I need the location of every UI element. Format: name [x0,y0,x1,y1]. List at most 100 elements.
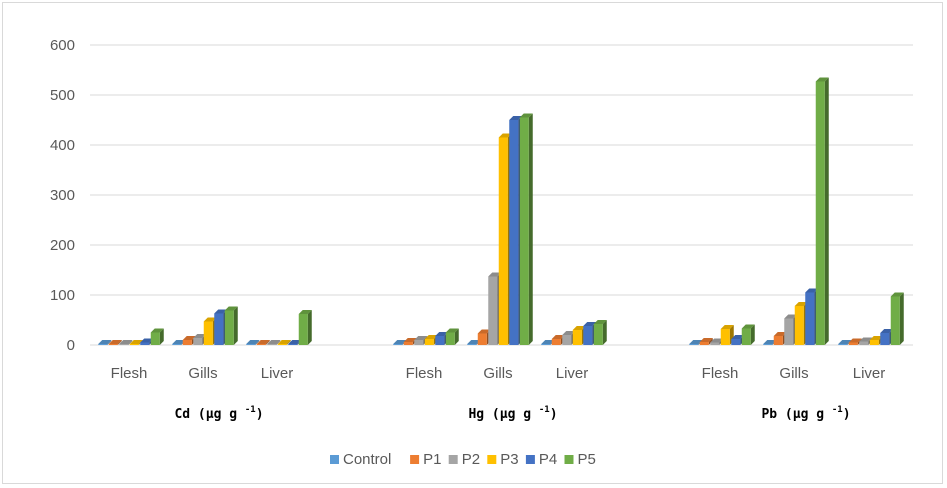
bar-top [541,340,555,344]
bar [108,344,118,345]
bar-side [307,310,312,345]
bar-top [445,328,459,333]
bar [119,344,129,345]
bar-side [824,77,829,345]
bar-top [710,338,724,343]
bar [794,306,804,345]
bar-top [488,272,502,277]
bar-top [214,309,228,314]
bar [256,344,266,345]
bar [172,344,182,345]
bar-top [98,340,112,344]
x-category-label: Flesh [702,365,739,382]
bar-top [562,331,576,335]
bar [848,342,858,345]
bar [129,344,139,345]
bar [699,342,709,345]
bar-side [117,340,122,345]
group-label: Cd (µg g -1) [174,405,263,422]
x-category-label: Liver [853,365,886,382]
bar-top [784,314,798,319]
bar-top [277,340,291,344]
bar-top [572,326,586,330]
bar-top [689,340,703,344]
legend-swatch [448,455,458,464]
bar [467,344,477,345]
bar-top [890,292,904,297]
bar [838,344,848,345]
bars [98,77,904,345]
x-category-label: Gills [188,365,217,382]
bar [784,318,794,345]
bar [150,332,160,345]
bar-side [528,113,533,345]
bar [224,310,234,345]
bar [880,333,890,345]
bar-top [224,306,238,311]
bar-top [838,340,852,344]
bar [414,340,424,345]
bar [805,292,815,345]
legend-label: Control [343,451,391,468]
y-tick-label: 100 [50,287,75,304]
bar [509,120,519,345]
x-category-label: Liver [556,365,589,382]
bar-side [708,338,713,345]
bar-top [108,340,122,344]
bar-top [731,335,745,339]
bar [288,344,298,345]
bar-top [424,335,438,339]
bar-top [519,113,533,118]
bar-top [815,77,829,82]
bar [214,313,224,345]
bar-top [119,340,133,344]
y-tick-label: 0 [67,337,75,354]
legend-swatch [525,455,535,464]
bar [773,336,783,345]
bar [562,335,572,345]
legend-label: P1 [423,451,441,468]
bar-top [288,340,302,344]
bar-top [414,336,428,340]
bar-top [859,337,873,342]
bar-top [193,334,207,338]
x-category-label: Gills [779,365,808,382]
bar-top [551,335,565,339]
bar-top [763,340,777,344]
bar-top [741,324,755,329]
bar [710,342,720,345]
bar [182,340,192,345]
legend-swatch [564,455,574,464]
bar [477,333,487,345]
bar [720,329,730,345]
bar [551,339,561,345]
bar-side [899,292,904,345]
bar-top [509,116,523,120]
bar [203,321,213,345]
bar-side [233,306,238,345]
x-category-label: Gills [483,365,512,382]
bar-top [129,340,143,344]
y-tick-label: 600 [50,37,75,54]
bar [741,328,751,345]
bar-top [435,332,449,336]
bar-top [403,338,417,342]
bar-side [107,340,112,345]
bar [98,344,108,345]
bar-top [298,310,312,314]
bar-side [128,340,133,345]
x-category-label: Flesh [406,365,443,382]
bar [869,340,879,345]
group-label: Pb (µg g -1) [761,405,850,422]
bar-top [720,325,734,329]
bar-side [602,320,607,345]
bar-top [203,317,217,322]
bar-side [286,340,291,345]
y-tick-label: 400 [50,137,75,154]
bar-top [848,338,862,343]
bar-top [172,340,186,344]
group-label: Hg (µg g -1) [468,405,557,422]
x-category-labels: Flesh Gills Liver Flesh Gills Liver Flesh Gills… [111,365,886,382]
bar [445,332,455,345]
